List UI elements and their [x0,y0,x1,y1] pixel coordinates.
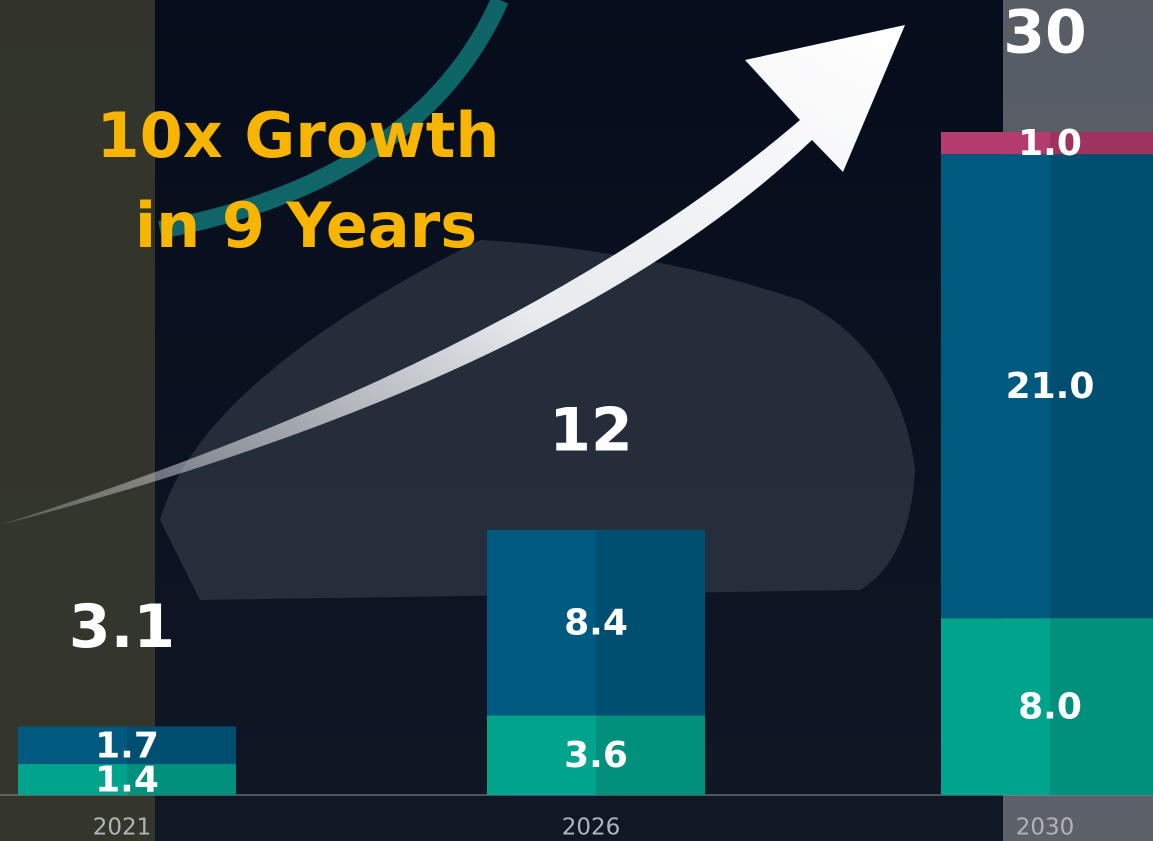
total-label: 30 [1003,0,1087,68]
value-label: 8.0 [1018,687,1082,728]
bar-shade [1050,132,1153,155]
bar-shade [127,764,236,795]
bar-segment [487,529,705,716]
value-label: 3.6 [564,735,628,776]
bar-segment [18,764,236,795]
x-tick-label: 2021 [93,815,152,841]
bar-shade [596,529,705,716]
decor-arc [158,0,509,239]
bar-shade [596,715,705,795]
total-label: 12 [549,395,633,465]
car-silhouette [160,240,915,600]
annotation: 10x Growth [97,99,500,172]
bar-segment [487,715,705,795]
bar-shade [1050,154,1153,619]
value-label: 1.4 [95,760,159,801]
value-label: 1.0 [1018,123,1082,164]
total-label: 3.1 [69,592,175,662]
bar-shade [127,726,236,765]
growth-arrow [0,25,905,525]
bar-segment [941,132,1153,155]
left-panel [0,0,155,841]
value-label: 1.7 [95,725,159,766]
bar-segment [18,726,236,765]
x-tick-label: 2026 [562,815,621,841]
x-tick-label: 2030 [1016,815,1075,841]
bar-segment [941,618,1153,795]
bar-shade [1050,618,1153,795]
value-label: 8.4 [564,603,628,644]
annotation: in 9 Years [135,189,477,262]
value-label: 21.0 [1006,366,1095,407]
bar-segment [941,154,1153,619]
